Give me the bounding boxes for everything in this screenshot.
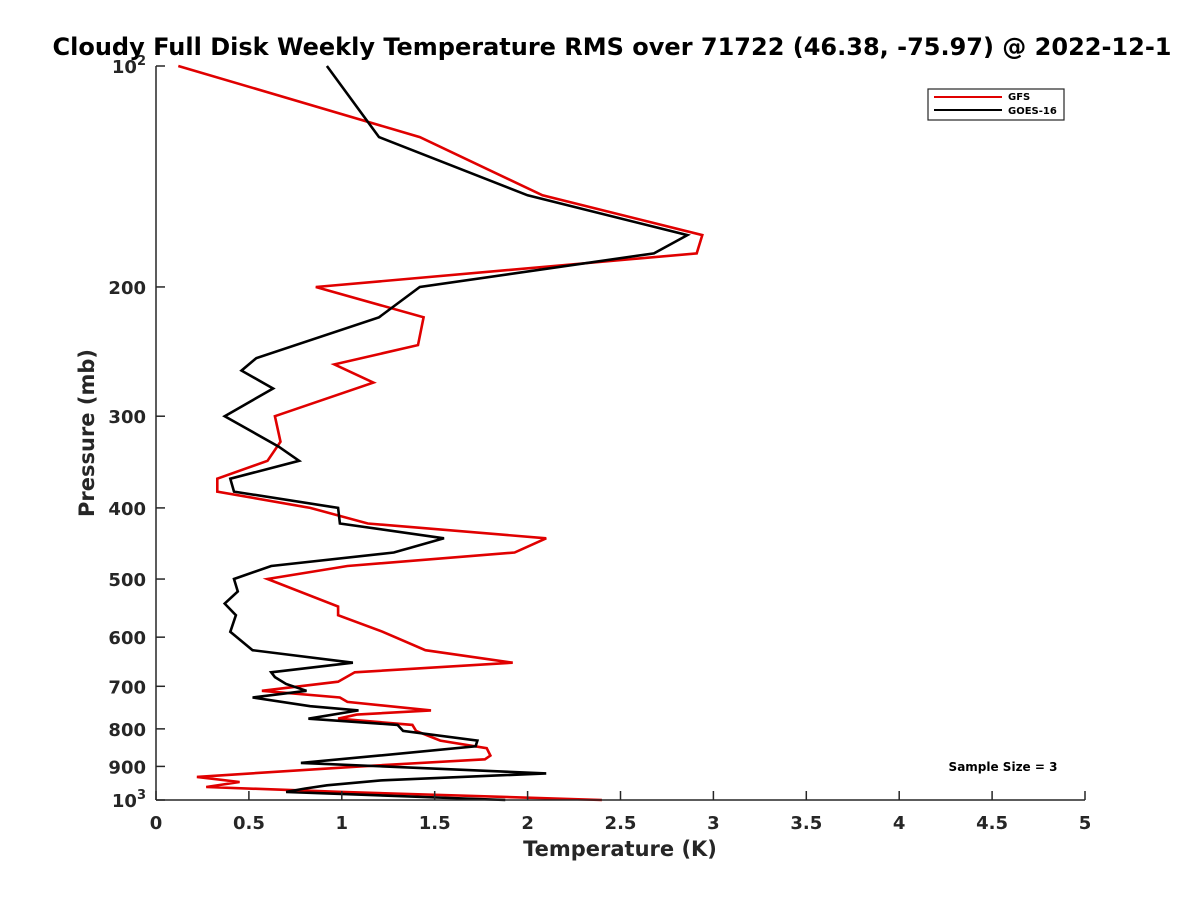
x-tick-label: 5 [1079,813,1092,834]
y-tick-label: 900 [108,757,146,778]
y-tick-label: 300 [108,407,146,428]
y-tick-label: 200 [108,278,146,299]
x-tick-label: 0 [150,813,163,834]
y-tick-label: 500 [108,570,146,591]
legend-label-goes-16: GOES-16 [1008,106,1057,117]
y-tick-label: 600 [108,628,146,649]
y-tick-label: 700 [108,677,146,698]
y-tick-label: 800 [108,720,146,741]
chart-title: Cloudy Full Disk Weekly Temperature RMS … [53,33,1172,61]
x-tick-label: 3 [707,813,720,834]
x-tick-label: 3.5 [790,813,822,834]
plot-area [177,64,704,802]
sample-size-annotation: Sample Size = 3 [949,760,1058,774]
x-tick-label: 4 [893,813,906,834]
x-tick-label: 2 [521,813,534,834]
x-axis-ticks: 0 0.5 1 1.5 2 2.5 3 3.5 4 4.5 5 [150,791,1092,834]
x-tick-label: 2.5 [605,813,637,834]
x-axis-label: Temperature (K) [523,837,717,861]
y-axis-label: Pressure (mb) [75,349,99,517]
x-tick-label: 1 [336,813,349,834]
x-tick-label: 1.5 [419,813,451,834]
legend-label-gfs: GFS [1008,92,1030,103]
legend-box [927,88,1065,121]
y-tick-label: 103 [112,788,146,812]
series-line-gfs [177,64,704,802]
legend: GFS GOES-16 [927,88,1065,121]
y-tick-label: 102 [112,54,146,78]
series-line-goes-16 [222,65,691,802]
y-tick-label: 400 [108,499,146,520]
x-tick-label: 0.5 [233,813,265,834]
x-tick-label: 4.5 [976,813,1008,834]
y-axis-ticks: 102 200 300 400 500 600 700 800 900 103 [108,54,165,812]
